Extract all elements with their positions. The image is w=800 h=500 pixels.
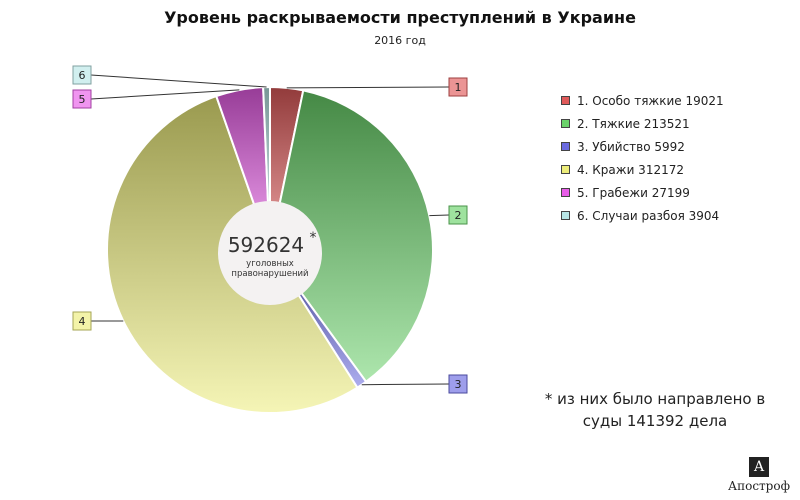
- callout-label-5: 5: [79, 93, 86, 106]
- footnote-line2: суды 141392 дела: [582, 412, 728, 430]
- legend: 1. Особо тяжкие 19021 2. Тяжкие 213521 3…: [561, 89, 724, 227]
- callout-box-3: [448, 374, 468, 394]
- legend-label-6: 6. Случаи разбоя 3904: [577, 208, 720, 223]
- callout-label-4: 4: [79, 315, 86, 328]
- legend-item-1[interactable]: 1. Особо тяжкие 19021: [561, 89, 724, 112]
- callout-line-2: [429, 214, 450, 217]
- center-label-line2: правонарушений: [231, 269, 308, 279]
- callout-line-3: [361, 383, 450, 386]
- callout-label-2: 2: [455, 209, 462, 222]
- center-star: *: [310, 230, 317, 246]
- legend-label-5: 5. Грабежи 27199: [577, 185, 690, 200]
- legend-swatch-4: [561, 165, 570, 174]
- brand-name: Апостроф: [728, 479, 790, 493]
- callout-box-6: [72, 65, 92, 85]
- legend-item-6[interactable]: 6. Случаи разбоя 3904: [561, 204, 724, 227]
- legend-item-3[interactable]: 3. Убийство 5992: [561, 135, 724, 158]
- brand-logo: A Апостроф: [720, 456, 798, 493]
- callout-box-2: [448, 205, 468, 225]
- legend-label-2: 2. Тяжкие 213521: [577, 116, 690, 131]
- legend-item-4[interactable]: 4. Кражи 312172: [561, 158, 724, 181]
- center-total: 592624: [228, 233, 304, 257]
- legend-item-2[interactable]: 2. Тяжкие 213521: [561, 112, 724, 135]
- callout-label-3: 3: [455, 378, 462, 391]
- callout-box-5: [72, 89, 92, 109]
- callout-label-6: 6: [79, 69, 86, 82]
- footnote-line1: * из них было направлено в: [544, 390, 766, 408]
- callout-line-6: [90, 74, 267, 88]
- legend-label-3: 3. Убийство 5992: [577, 139, 685, 154]
- legend-swatch-5: [561, 188, 570, 197]
- callout-box-4: [72, 311, 92, 331]
- callout-box-1: [448, 77, 468, 97]
- legend-swatch-3: [561, 142, 570, 151]
- donut-center: [218, 201, 322, 305]
- legend-label-1: 1. Особо тяжкие 19021: [577, 93, 724, 108]
- chart-title: Уровень раскрываемости преступлений в Ук…: [164, 8, 636, 27]
- callout-label-1: 1: [455, 81, 462, 94]
- legend-swatch-6: [561, 211, 570, 220]
- legend-swatch-2: [561, 119, 570, 128]
- chart-subtitle: 2016 год: [374, 34, 426, 47]
- legend-item-5[interactable]: 5. Грабежи 27199: [561, 181, 724, 204]
- callout-line-5: [90, 89, 240, 100]
- callout-line-1: [286, 86, 450, 89]
- footnote: * из них было направлено в суды 141392 д…: [530, 388, 780, 432]
- legend-swatch-1: [561, 96, 570, 105]
- center-label-line1: уголовных: [246, 259, 294, 269]
- brand-mark-icon: A: [749, 457, 769, 477]
- legend-label-4: 4. Кражи 312172: [577, 162, 684, 177]
